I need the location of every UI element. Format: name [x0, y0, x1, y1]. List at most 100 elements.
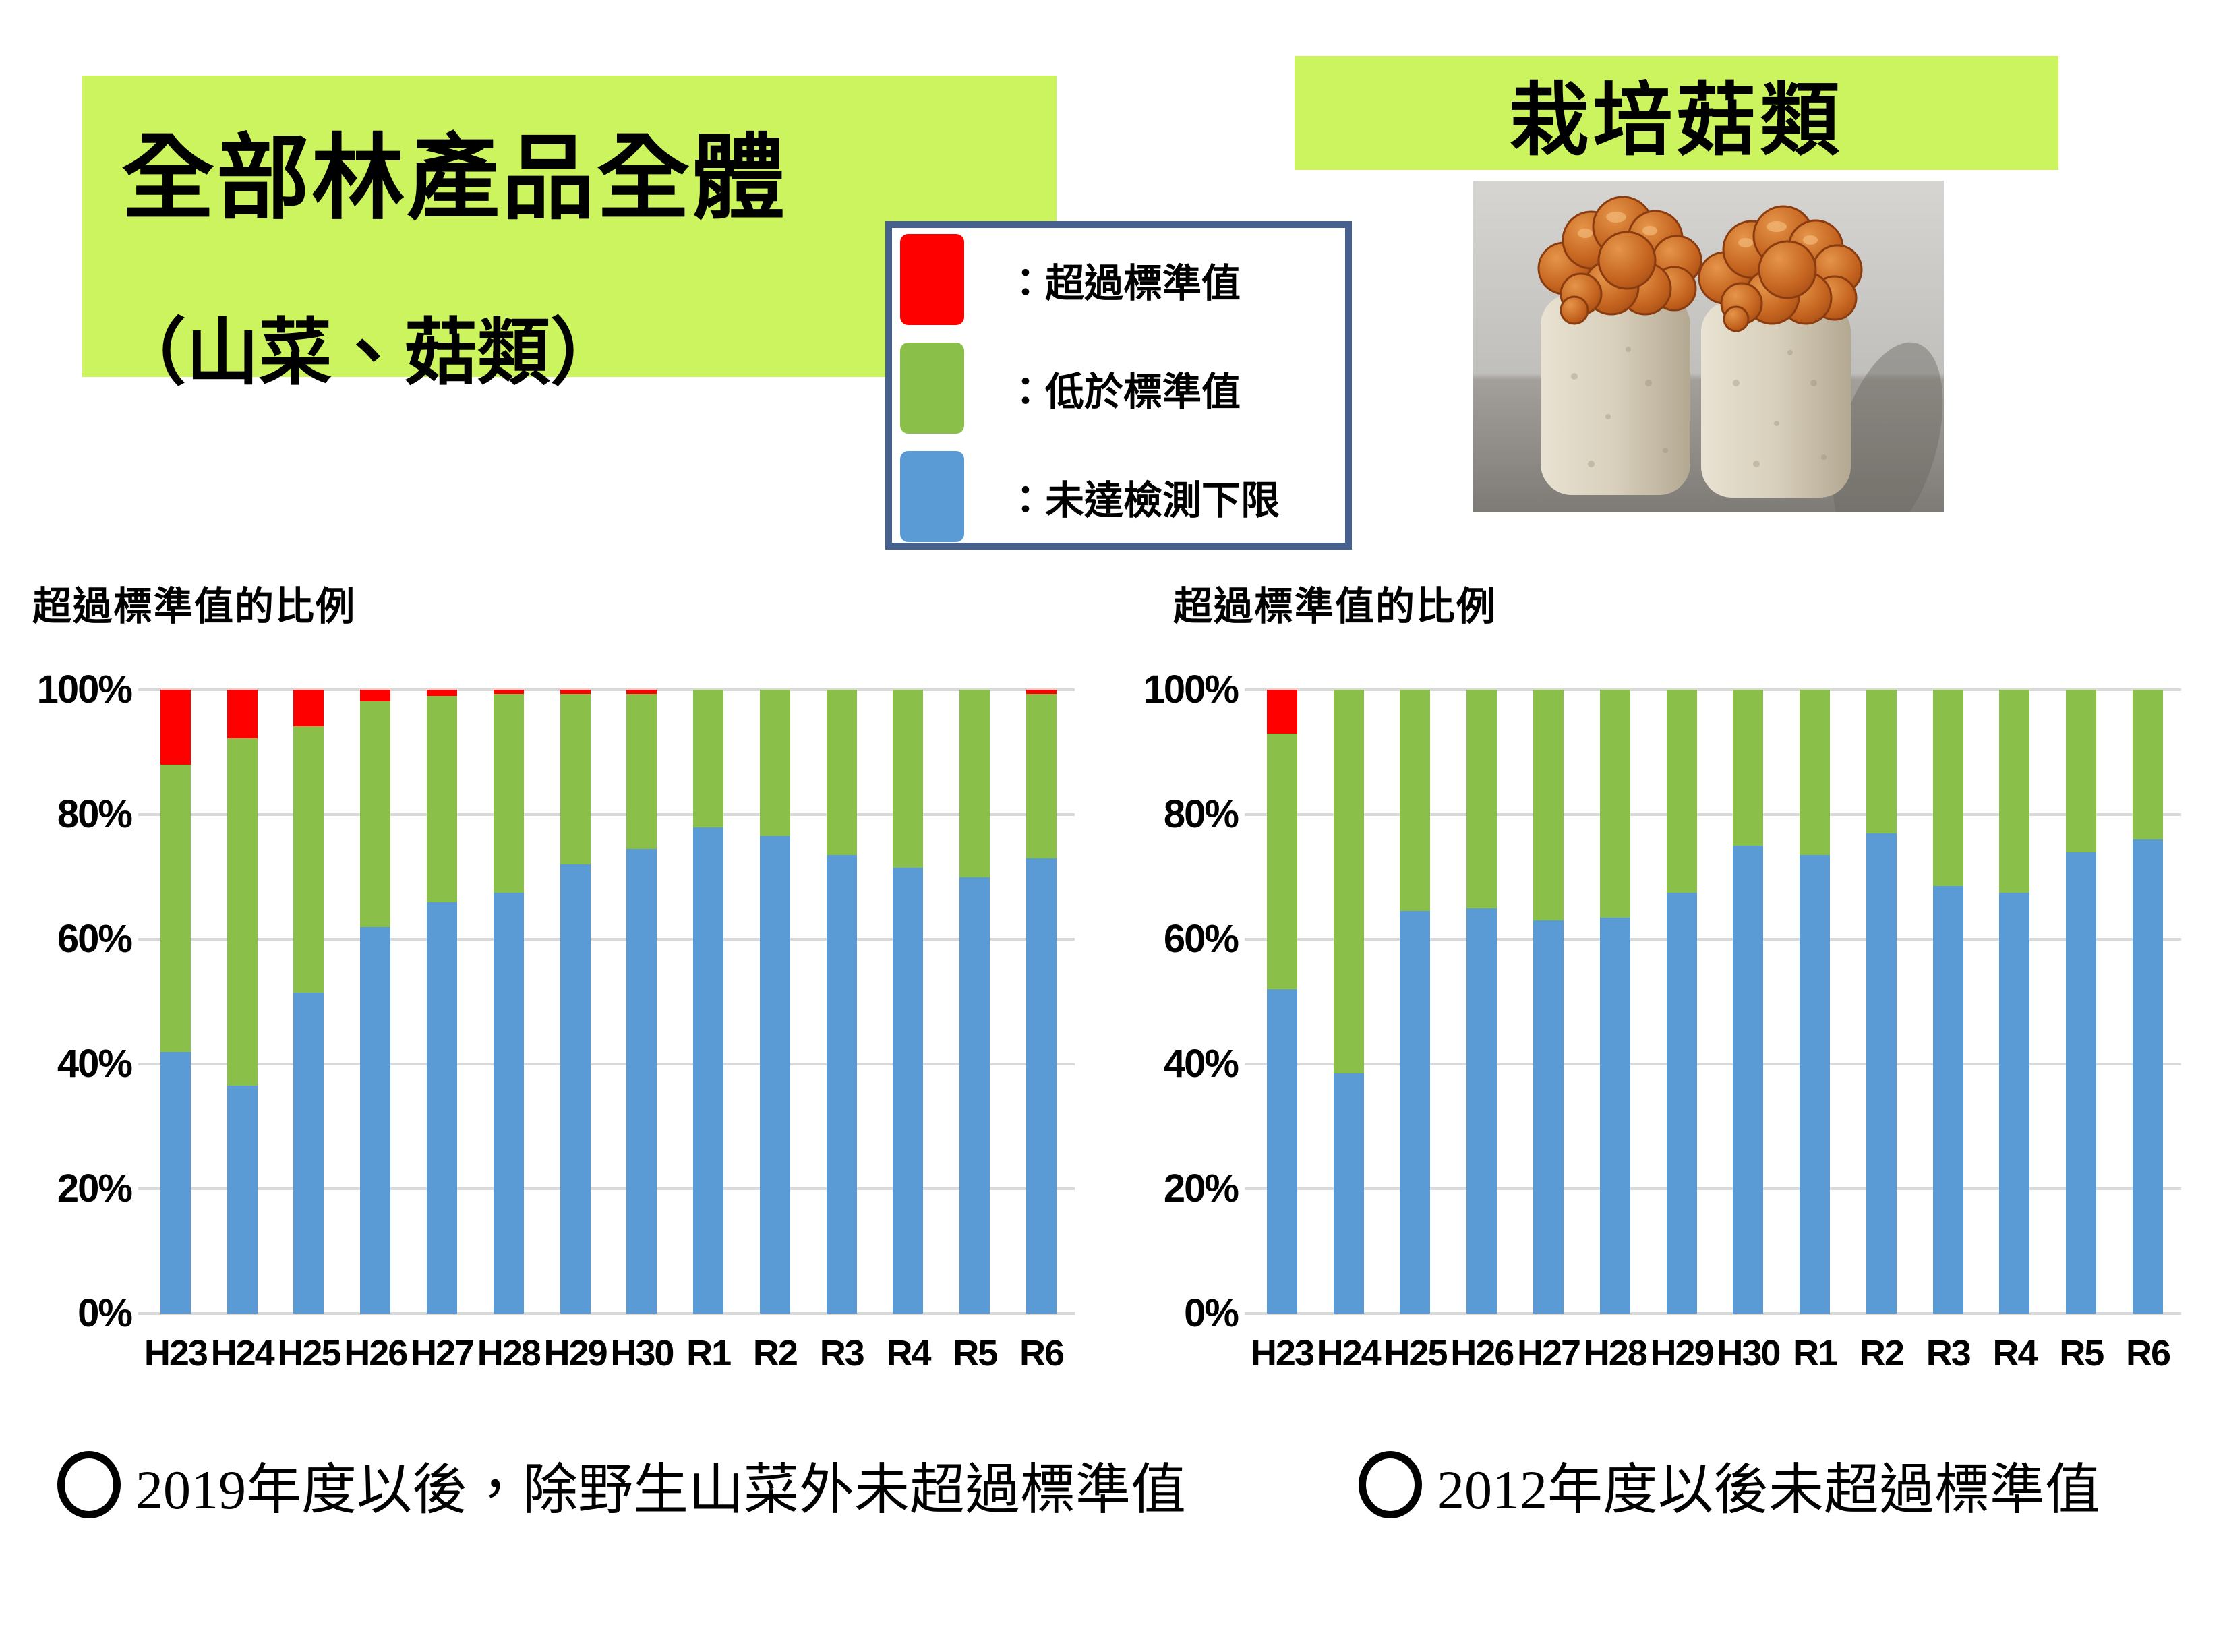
segment-未達檢測下限	[626, 848, 657, 1314]
segment-低於標準值	[1333, 690, 1364, 1073]
segment-未達檢測下限	[293, 992, 324, 1314]
footnote-left: 2019年度以後，除野生山菜外未超過標準值	[57, 1444, 1186, 1525]
y-tick-label: 40%	[57, 1042, 133, 1086]
bar-slot-H28	[475, 690, 542, 1314]
legend-swatch-green	[900, 343, 964, 434]
segment-超過標準值	[1026, 690, 1057, 694]
segment-低於標準值	[493, 694, 524, 893]
legend-item-exceeds: ：超過標準值	[900, 234, 1345, 325]
plot-area: 0% 20% 40% 60% 80% 100%	[37, 670, 1075, 1333]
legend-item-below: ：低於標準值	[900, 343, 1345, 434]
segment-未達檢測下限	[826, 855, 857, 1314]
stacked-bar-H26	[360, 690, 391, 1314]
stacked-bar-R4	[893, 690, 924, 1314]
x-tick-label-R1: R1	[1793, 1333, 1838, 1374]
gridline-0%	[1245, 1312, 2181, 1315]
y-tick-label: 80%	[57, 792, 133, 836]
segment-未達檢測下限	[1733, 846, 1764, 1314]
x-tick-label-H27: H27	[1516, 1333, 1581, 1374]
segment-未達檢測下限	[2066, 852, 2097, 1314]
y-tick-label: 0%	[1184, 1291, 1239, 1335]
bar-slot-R3	[1915, 690, 1982, 1314]
x-tick-label-H25: H25	[277, 1333, 341, 1374]
gridline-60%	[1245, 938, 2181, 941]
segment-未達檢測下限	[1266, 989, 1297, 1314]
segment-低於標準值	[1266, 733, 1297, 989]
x-tick-label-R4: R4	[886, 1333, 931, 1374]
segment-未達檢測下限	[1333, 1073, 1364, 1314]
segment-未達檢測下限	[1026, 858, 1057, 1314]
segment-超過標準值	[493, 690, 524, 695]
segment-未達檢測下限	[693, 827, 724, 1314]
bar-slot-R5	[941, 690, 1008, 1314]
x-tick-label-H26: H26	[344, 1333, 408, 1374]
x-tick-label-R1: R1	[686, 1333, 732, 1374]
y-tick-label: 20%	[1163, 1167, 1239, 1210]
segment-低於標準值	[959, 690, 990, 877]
stacked-bar-R6	[2133, 690, 2164, 1314]
stacked-bar-R1	[693, 690, 724, 1314]
y-tick-label: 60%	[1163, 917, 1239, 961]
segment-低於標準值	[2133, 690, 2164, 839]
bar-slot-H30	[608, 690, 675, 1314]
bar-slot-R1	[1781, 690, 1848, 1314]
stacked-bar-H27	[1533, 690, 1564, 1314]
stacked-bar-R3	[1932, 690, 1963, 1314]
y-tick-label: 100%	[1143, 668, 1239, 711]
segment-未達檢測下限	[160, 1051, 191, 1314]
stacked-bar-H24	[1333, 690, 1364, 1314]
segment-未達檢測下限	[1599, 917, 1630, 1314]
stacked-bar-H23	[1266, 690, 1297, 1314]
stacked-bar-H27	[427, 690, 458, 1314]
footnote-right: 2012年度以後未超過標準值	[1359, 1444, 2100, 1525]
footnote-text: 2019年度以後，除野生山菜外未超過標準值	[136, 1459, 1187, 1521]
legend-label: ：低於標準值	[1006, 370, 1241, 414]
segment-低於標準值	[1999, 690, 2030, 893]
stacked-bar-R5	[959, 690, 990, 1314]
segment-未達檢測下限	[1932, 886, 1963, 1314]
segment-低於標準值	[1400, 690, 1431, 912]
x-tick-label-H28: H28	[477, 1333, 541, 1374]
x-tick-label-H24: H24	[210, 1333, 275, 1374]
segment-未達檢測下限	[1400, 911, 1431, 1314]
segment-低於標準值	[626, 694, 657, 849]
bar-slot-H27	[1515, 690, 1582, 1314]
bar-slot-H25	[276, 690, 343, 1314]
segment-低於標準值	[759, 690, 790, 837]
x-tick-label-R3: R3	[819, 1333, 865, 1374]
chart-all-forest-products: 0% 20% 40% 60% 80% 100% H23 H24 H25 H26 H27 H28 H29…	[37, 670, 1075, 1432]
segment-未達檢測下限	[227, 1086, 258, 1314]
segment-未達檢測下限	[1800, 855, 1831, 1314]
stacked-bar-H29	[560, 690, 591, 1314]
x-tick-label-H27: H27	[410, 1333, 475, 1374]
legend-label: ：超過標準值	[1006, 261, 1241, 305]
legend-item-under-detection: ：未達檢測下限	[900, 451, 1345, 542]
bar-slot-H24	[1315, 690, 1382, 1314]
x-tick-label-H30: H30	[610, 1333, 674, 1374]
segment-未達檢測下限	[959, 877, 990, 1314]
bar-slot-H27	[409, 690, 475, 1314]
segment-低於標準值	[1800, 690, 1831, 856]
segment-超過標準值	[626, 690, 657, 695]
gridline-80%	[138, 813, 1075, 816]
segment-未達檢測下限	[360, 926, 391, 1314]
x-tick-label-H24: H24	[1317, 1333, 1382, 1374]
segment-低於標準值	[1932, 690, 1963, 887]
bar-slot-H28	[1582, 690, 1649, 1314]
circle-bullet-icon	[57, 1450, 121, 1518]
chart-cultivated-mushrooms: 0% 20% 40% 60% 80% 100% H23 H24 H25 H26 H27 H28 H29…	[1144, 670, 2181, 1432]
bar-slot-R2	[1848, 690, 1915, 1314]
bar-slot-R6	[1008, 690, 1075, 1314]
gridline-40%	[1245, 1063, 2181, 1065]
stacked-bar-H30	[626, 690, 657, 1314]
x-tick-label-H23: H23	[1250, 1333, 1315, 1374]
x-tick-label-R2: R2	[1859, 1333, 1905, 1374]
stacked-bar-H28	[1599, 690, 1630, 1314]
chart-title-right: 超過標準值的比例	[1173, 585, 1497, 628]
segment-未達檢測下限	[493, 892, 524, 1314]
segment-低於標準值	[427, 696, 458, 902]
circle-bullet-icon	[1359, 1450, 1422, 1518]
segment-低於標準值	[1666, 690, 1697, 893]
segment-未達檢測下限	[1666, 892, 1697, 1314]
segment-未達檢測下限	[1866, 833, 1897, 1314]
